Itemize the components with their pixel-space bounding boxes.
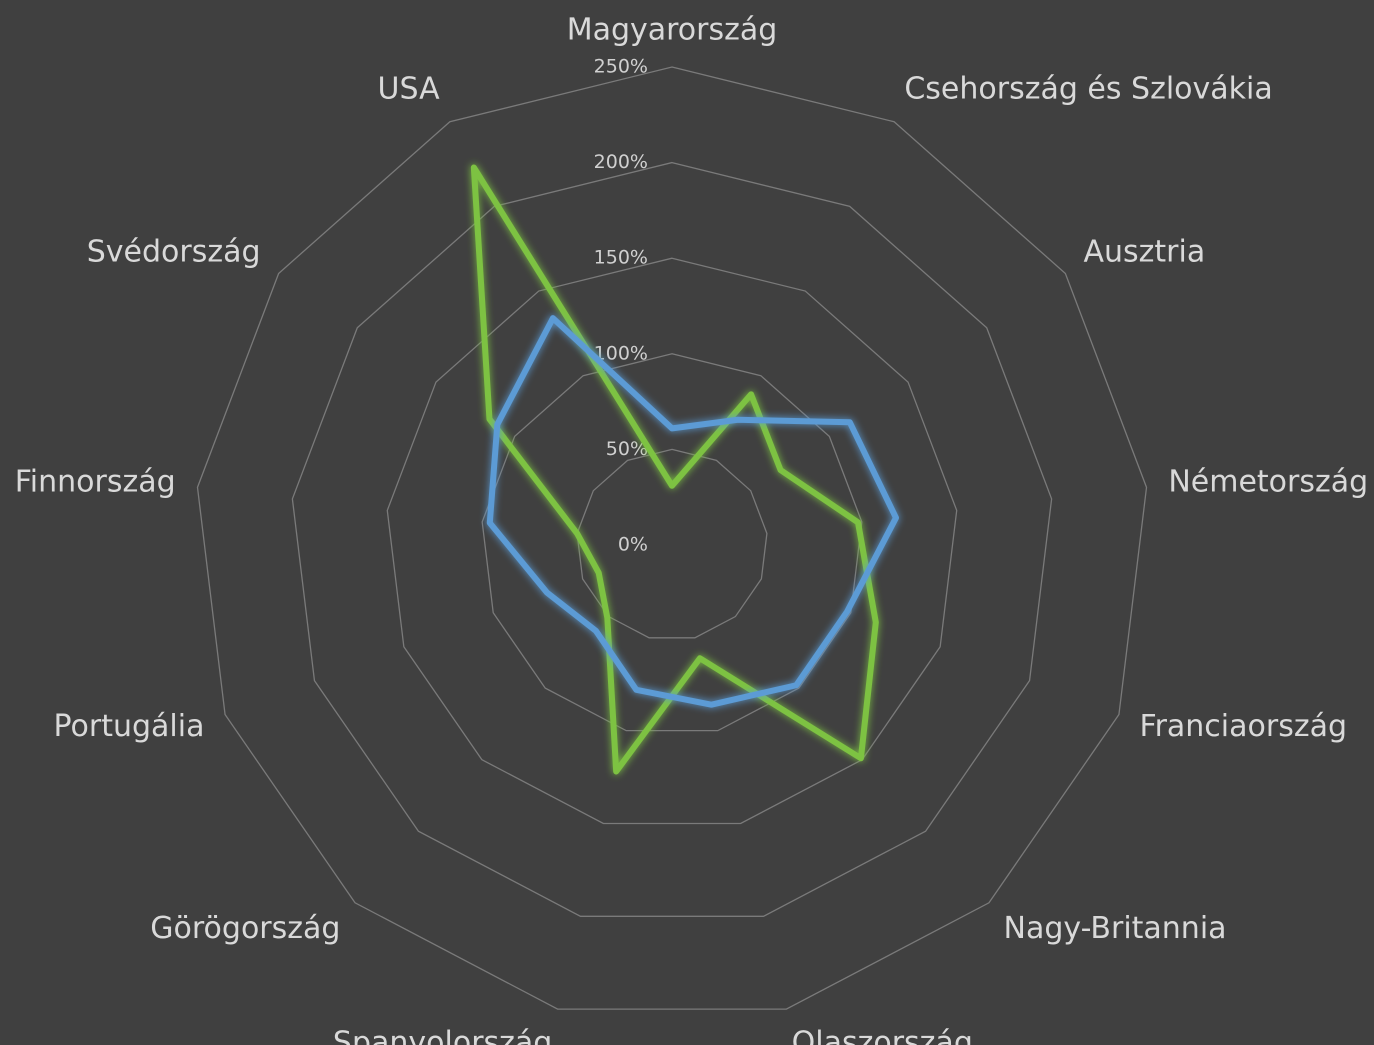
category-label: Franciaország xyxy=(1140,709,1348,744)
y-tick-label: 0% xyxy=(618,534,648,556)
series-line xyxy=(470,164,879,775)
y-tick-label: 200% xyxy=(594,151,648,173)
grid-ring xyxy=(291,161,1053,917)
category-label: Finnország xyxy=(15,465,176,500)
category-label: Nagy-Britannia xyxy=(1004,911,1227,946)
category-label: Görögország xyxy=(150,911,340,946)
category-label: Svédország xyxy=(87,235,261,270)
y-tick-label: 100% xyxy=(594,342,648,364)
category-label: Olaszország xyxy=(792,1026,973,1045)
grid-ring xyxy=(196,66,1148,1010)
grid-ring xyxy=(481,353,863,732)
grid-ring xyxy=(576,448,768,639)
category-label: Ausztria xyxy=(1083,235,1205,270)
series-line xyxy=(486,315,899,708)
grid-ring xyxy=(386,257,958,825)
y-tick-label: 250% xyxy=(594,56,648,78)
category-label: Németország xyxy=(1168,465,1368,500)
y-tick-label: 50% xyxy=(606,438,648,460)
category-label: USA xyxy=(378,71,441,106)
category-label: Spanyolország xyxy=(333,1026,552,1045)
y-tick-label: 150% xyxy=(594,247,648,269)
category-label: Csehország és Szlovákia xyxy=(904,71,1272,106)
category-label: Portugália xyxy=(54,709,205,744)
category-label: Magyarország xyxy=(567,13,778,48)
